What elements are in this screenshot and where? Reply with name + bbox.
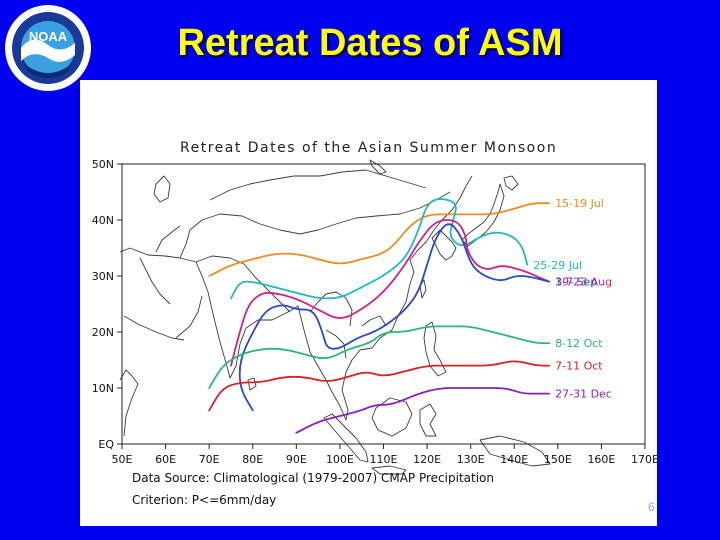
x-tick-label: 140E bbox=[500, 453, 528, 466]
contour-25-29-jul bbox=[230, 198, 529, 300]
y-tick-label: 10N bbox=[92, 382, 114, 395]
y-tick-label: 20N bbox=[92, 326, 114, 339]
slide-title: Retreat Dates of ASM bbox=[177, 22, 563, 64]
x-tick-label: 120E bbox=[413, 453, 441, 466]
contour-label: 27-31 Dec bbox=[555, 388, 612, 401]
contour-3-7-sep bbox=[238, 223, 550, 412]
x-tick-label: 90E bbox=[286, 453, 307, 466]
map-title: Retreat Dates of the Asian Summer Monsoo… bbox=[180, 140, 557, 156]
contour-label: 19-23 Aug bbox=[555, 276, 612, 289]
y-tick-label: 50N bbox=[92, 158, 114, 171]
data-source-note: Data Source: Climatological (1979-2007) … bbox=[132, 471, 494, 485]
contour-label: 3-7 Sep bbox=[555, 276, 597, 289]
contour-label: 25-29 Jul bbox=[533, 259, 582, 272]
contour-label: 7-11 Oct bbox=[555, 360, 603, 373]
y-tick-label: 30N bbox=[92, 270, 114, 283]
contour-label: 15-19 Jul bbox=[555, 197, 604, 210]
contour-label: 8-12 Oct bbox=[555, 337, 603, 350]
x-tick-label: 80E bbox=[242, 453, 263, 466]
contour-19-23-aug bbox=[230, 219, 550, 367]
retreat-contours bbox=[208, 198, 550, 434]
x-tick-label: 50E bbox=[112, 453, 133, 466]
noaa-logo: NOAA bbox=[5, 5, 91, 91]
y-tick-label: 40N bbox=[92, 214, 114, 227]
x-tick-label: 60E bbox=[155, 453, 176, 466]
contour-27-31-dec bbox=[295, 387, 550, 434]
y-axis-ticks: 50N 40N 30N 20N 10N EQ bbox=[92, 158, 122, 451]
x-tick-label: 100E bbox=[326, 453, 354, 466]
x-tick-label: 70E bbox=[199, 453, 220, 466]
y-tick-label: EQ bbox=[98, 438, 114, 451]
slide-number: 6 bbox=[648, 500, 655, 514]
map-panel: Retreat Dates of the Asian Summer Monsoo… bbox=[80, 80, 657, 526]
logo-wordmark: NOAA bbox=[29, 29, 68, 44]
x-tick-label: 160E bbox=[587, 453, 615, 466]
criterion-note: Criterion: P<=6mm/day bbox=[132, 493, 276, 507]
x-tick-label: 110E bbox=[370, 453, 398, 466]
x-tick-label: 170E bbox=[631, 453, 657, 466]
contour-7-11-oct bbox=[208, 360, 550, 412]
x-tick-label: 130E bbox=[457, 453, 485, 466]
x-tick-label: 150E bbox=[544, 453, 572, 466]
contour-15-19-jul bbox=[208, 202, 550, 277]
retreat-dates-map: Retreat Dates of the Asian Summer Monsoo… bbox=[92, 140, 657, 507]
contour-8-12-oct bbox=[208, 325, 550, 389]
x-axis-ticks: 50E 60E 70E 80E 90E 100E 110E 120E 130E 140E 150E 1… bbox=[112, 444, 657, 466]
